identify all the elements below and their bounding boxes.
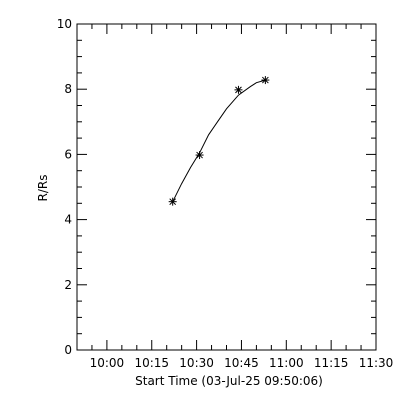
y-tick-label: 0 xyxy=(64,343,72,357)
y-tick-label: 8 xyxy=(64,82,72,96)
y-axis-title: R/Rs xyxy=(36,175,50,202)
marker-stroke xyxy=(196,151,203,159)
data-point xyxy=(195,151,204,160)
y-tick-label: 6 xyxy=(64,147,72,161)
fit-curve xyxy=(172,79,266,202)
x-tick-label: 10:15 xyxy=(134,356,169,370)
y-axis: 0 2 4 6 8 10 xyxy=(57,17,376,357)
x-tick-label: 11:00 xyxy=(269,356,304,370)
data-point xyxy=(261,76,270,85)
data-point xyxy=(168,197,177,206)
x-tick-label: 10:00 xyxy=(90,356,125,370)
x-tick-label: 11:15 xyxy=(314,356,349,370)
x-axis: 10:00 10:15 10:30 10:45 11:00 11:15 11:30 xyxy=(76,24,394,370)
data-point xyxy=(234,85,243,94)
data-points xyxy=(168,76,270,206)
x-tick-label: 11:30 xyxy=(359,356,394,370)
marker-stroke xyxy=(169,198,177,206)
fit-curve-group xyxy=(172,79,266,202)
plot-border xyxy=(76,23,377,351)
y-tick-label: 10 xyxy=(57,17,72,31)
plot-frame xyxy=(76,23,377,351)
x-tick-label: 10:45 xyxy=(224,356,259,370)
marker-stroke xyxy=(235,86,242,94)
marker-stroke xyxy=(262,76,269,84)
x-axis-title: Start Time (03-Jul-25 09:50:06) xyxy=(135,374,323,388)
y-tick-label: 4 xyxy=(64,213,72,227)
y-tick-label: 2 xyxy=(64,278,72,292)
x-tick-label: 10:30 xyxy=(179,356,214,370)
